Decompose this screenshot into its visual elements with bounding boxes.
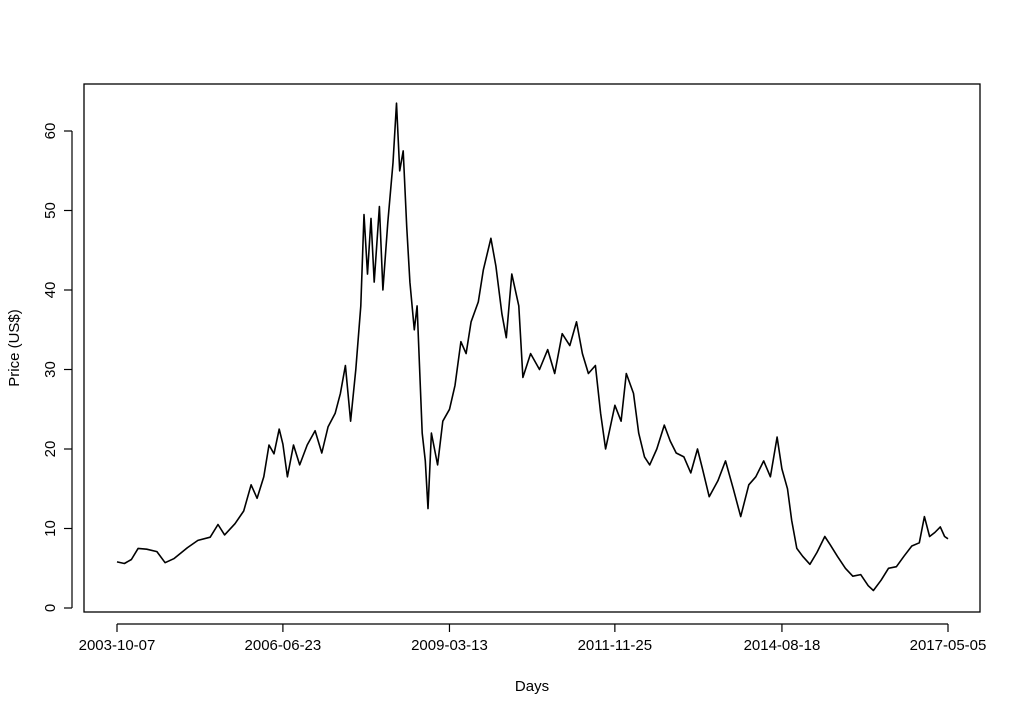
x-tick-label: 2014-08-18 — [744, 637, 821, 654]
y-tick-label: 10 — [42, 520, 59, 537]
x-tick-label: 2009-03-13 — [411, 637, 488, 654]
x-tick-label: 2006-06-23 — [245, 637, 322, 654]
y-tick-label: 0 — [42, 604, 59, 612]
series-layer — [116, 102, 949, 592]
y-tick-label: 60 — [42, 123, 59, 140]
x-tick-label: 2017-05-05 — [910, 637, 987, 654]
plot-frame — [83, 83, 981, 613]
y-tick-label: 40 — [42, 282, 59, 299]
y-tick-label: 50 — [42, 202, 59, 219]
y-tick-label: 30 — [42, 361, 59, 378]
x-axis-title: Days — [515, 678, 549, 695]
x-tick-label: 2003-10-07 — [79, 637, 156, 654]
x-tick-label: 2011-11-25 — [578, 637, 653, 654]
y-axis-title: Price (US$) — [6, 309, 23, 387]
y-tick-label: 20 — [42, 441, 59, 458]
series-line-0 — [116, 102, 949, 592]
y-axis: 0 10 20 30 40 50 60 — [42, 123, 73, 612]
x-axis: 2003-10-07 2006-06-23 2009-03-13 2011-11-25… — [79, 623, 987, 654]
